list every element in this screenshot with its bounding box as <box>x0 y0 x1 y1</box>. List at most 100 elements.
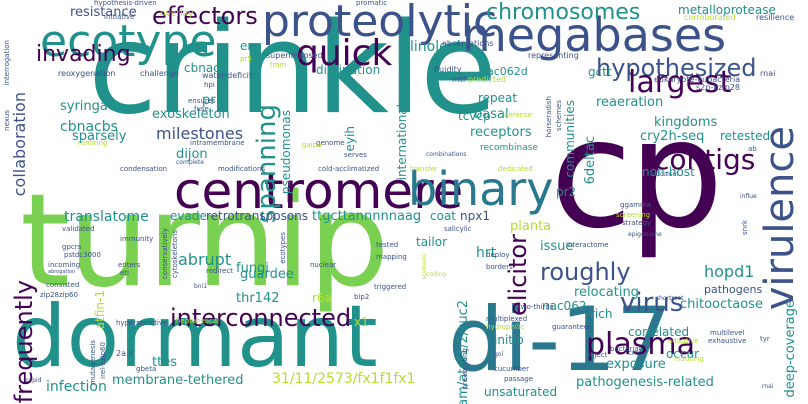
word-sparsely: sparsely <box>72 129 127 144</box>
word-npx1: npx1 <box>460 209 490 223</box>
word-eyih: eyih <box>343 126 357 152</box>
word-deploy: deploy <box>486 251 510 259</box>
word-hypothesized: hypothesized <box>596 54 757 82</box>
word-syringae: syringae <box>60 99 116 114</box>
word-effectors: effectors <box>152 2 258 30</box>
word-promatic: promatic <box>356 0 388 7</box>
word-ttes: ttes <box>152 355 177 370</box>
word-hypothesis-driven: hypothesis-driven <box>94 0 157 7</box>
word-ensures: ensures <box>188 97 216 105</box>
word-rnai: rnai <box>760 69 776 78</box>
word-communities: communities <box>563 100 577 178</box>
word-salicylic: salicylic <box>444 225 472 233</box>
word-pr2: pr2 <box>556 185 577 199</box>
word-ttgcttannnnnaag: ttgcttannnnnaag <box>312 209 422 224</box>
word-multilevel: multilevel <box>710 329 745 337</box>
word-incoming: incoming <box>48 261 81 269</box>
word-diminution: diminution <box>316 63 381 77</box>
word-fungi: fungi <box>236 261 269 276</box>
word-modifications: modifications <box>218 165 266 173</box>
word-dormant: dormant <box>12 287 378 387</box>
word-centromere: centromere <box>174 162 464 220</box>
word-dijon: dijon <box>176 147 208 162</box>
word-receptors: receptors <box>470 125 532 140</box>
word-correlated: correlated <box>628 325 690 339</box>
word-triggered: triggered <box>374 283 407 291</box>
word-resistance: resistance <box>70 5 137 20</box>
word-fluidity: fluidity <box>434 65 462 74</box>
word-strategy: strategy <box>622 219 652 227</box>
word-6deltac: 6deltac <box>583 136 598 185</box>
word-enters: enters <box>118 261 141 269</box>
word-invading: invading <box>36 42 131 67</box>
word-pr5: pr5 <box>240 55 252 63</box>
word-pstdc3000: pstdc3000 <box>64 251 101 259</box>
word-schemes: schemes <box>555 100 563 132</box>
word-metalloprotease: metalloprotease <box>678 3 776 17</box>
word-redirect: redirect <box>206 267 234 275</box>
word-binary: binary <box>408 162 554 216</box>
word-shortroot: shortroot <box>656 295 684 302</box>
word-cre: cre <box>628 349 639 357</box>
word-influe: influe <box>740 193 757 200</box>
word-linolenic: linolenic <box>410 39 469 55</box>
word-recombinase: recombinase <box>480 143 538 153</box>
word-inject: inject <box>588 351 608 359</box>
word-evade: evade <box>170 209 207 223</box>
word-mapping: mapping <box>376 253 407 261</box>
word-ecotypes: ecotypes <box>279 232 287 264</box>
word-exposure: exposure <box>606 357 666 372</box>
word-milestones: milestones <box>156 124 244 143</box>
word-mtf: mtf <box>452 75 466 84</box>
word-observations: observations <box>442 39 494 48</box>
word-bacterial: bacterial <box>610 345 641 353</box>
word-nac062d: nac062d <box>480 65 528 78</box>
word-validated: validated <box>62 225 95 233</box>
word-nexus: nexus <box>3 110 11 131</box>
word-multiplexed: multiplexed <box>486 315 528 323</box>
word-genome: genome <box>316 139 345 147</box>
word-quick: quick <box>296 33 393 74</box>
word-consisted: consisted <box>46 281 80 289</box>
word-pseudomonas: pseudomonas <box>279 110 293 195</box>
word-cucumber: cucumber <box>494 365 530 373</box>
word-guardee: guardee <box>240 267 294 282</box>
word-membrane-tethered: membrane-tethered <box>112 373 244 388</box>
word-infection: infection <box>46 379 107 395</box>
word-gol: gol <box>494 351 504 358</box>
word-fuse: fuse <box>194 105 209 113</box>
word-challenge: challenge <box>140 69 179 78</box>
word-retested: retested <box>720 129 771 143</box>
word-coat: coat <box>430 209 456 223</box>
word-turnip: turnip <box>20 167 390 316</box>
word-hypersensitive: hypersensitive <box>116 319 168 327</box>
word-proteolytic: proteolytic <box>262 0 498 47</box>
word-cbnac1: cbnac1 <box>184 61 228 75</box>
word-dedicated: dedicated <box>498 165 533 173</box>
word-rich: rich <box>590 307 613 321</box>
word-predicted: predicted <box>468 75 506 84</box>
word-nuclear: nuclear <box>310 261 337 269</box>
word-interrogation: interrogation <box>3 40 11 86</box>
word-chitooctaose: chitooctaose <box>680 297 763 312</box>
word-ab: ab <box>748 145 757 153</box>
word-occur: occur <box>666 347 700 361</box>
word-cry2h-seq: cry2h-seq <box>640 129 705 144</box>
word-bni1: bni1 <box>194 283 208 290</box>
word-representing: representing <box>528 51 579 60</box>
word-screening: screening <box>616 211 651 219</box>
word-tested: tested <box>376 241 399 249</box>
word-nac062: nac062 <box>542 299 587 313</box>
word-heptahelical: heptahelical <box>176 317 219 325</box>
word-exoskeleton: exoskeleton <box>152 107 230 122</box>
word-rnai-2: rnai <box>762 383 774 390</box>
word-interactome: interactome <box>566 241 609 249</box>
word-abrogation: abrogation <box>48 269 76 275</box>
word-exhaustive: exhaustive <box>708 337 747 345</box>
word-ecotype: ecotype <box>40 16 217 67</box>
word-ggamma: ggamma <box>620 201 652 209</box>
word-plasma: plasma <box>586 327 695 362</box>
word-guarantees: guarantees <box>552 323 592 331</box>
word-crinkle: crinkle <box>88 0 497 142</box>
word-reaeration: reaeration <box>596 95 664 110</box>
